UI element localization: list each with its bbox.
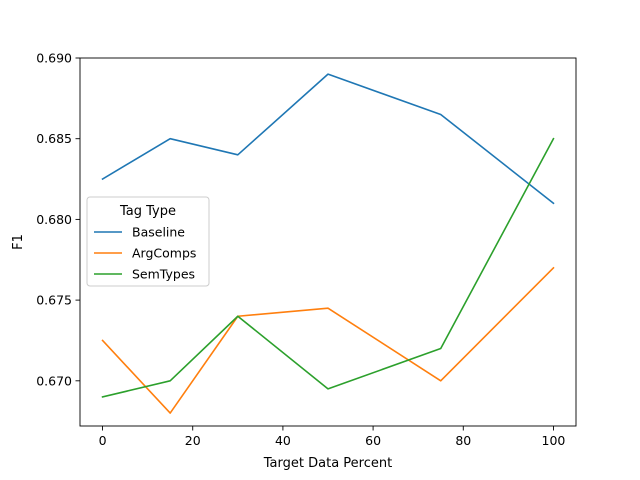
legend-item-label: ArgComps (132, 246, 196, 261)
legend-item-label: SemTypes (132, 267, 195, 282)
y-tick-label: 0.680 (36, 212, 72, 227)
x-tick-label: 100 (542, 433, 566, 448)
axes-frame (79, 57, 577, 427)
series-line-1 (101, 266, 555, 414)
x-tick-label: 0 (99, 433, 107, 448)
y-tick-label: 0.685 (36, 131, 72, 146)
x-axis-label: Target Data Percent (263, 456, 392, 471)
legend-item-label: Baseline (132, 225, 185, 240)
x-tick-label: 60 (365, 433, 381, 448)
x-tick-label: 80 (455, 433, 471, 448)
y-tick-label: 0.670 (36, 373, 72, 388)
y-axis-label: F1 (11, 234, 26, 250)
x-tick-label: 20 (185, 433, 201, 448)
x-tick-label: 40 (275, 433, 291, 448)
legend-title: Tag Type (119, 204, 176, 219)
legend-box (86, 196, 210, 287)
plot-area (101, 73, 555, 414)
y-tick-label: 0.675 (36, 293, 72, 308)
axes: 0 20 40 60 80 100 0.670 0.675 0.680 0.685 0.690 (36, 51, 577, 448)
series-line-0 (101, 73, 555, 205)
legend: Tag Type Baseline ArgComps SemTypes (86, 196, 210, 287)
y-tick-label: 0.690 (36, 51, 72, 66)
series-line-2 (101, 137, 555, 398)
